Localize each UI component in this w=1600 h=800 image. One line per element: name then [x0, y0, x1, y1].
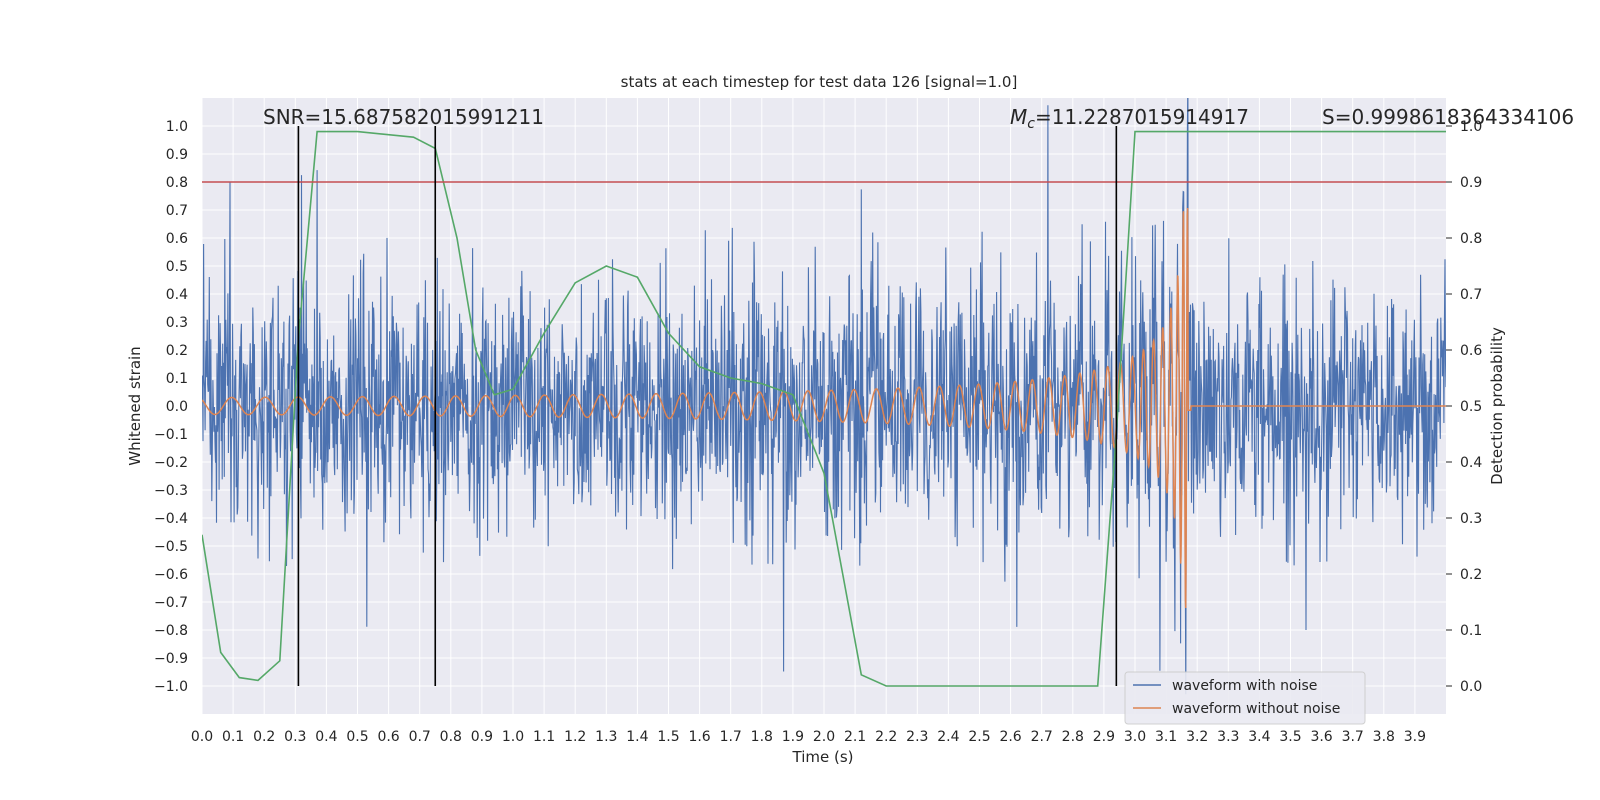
right-y-axis-ticks: 1.0 0.9 0.8 0.7 0.6 0.5 0.4 0.3 0.2 0.1 0.0	[1446, 119, 1482, 695]
x-tick-label: 0.2	[253, 729, 275, 745]
left-y-tick-label: −1.0	[154, 679, 188, 695]
x-tick-label: 3.6	[1310, 729, 1332, 745]
left-y-tick-label: 0.9	[166, 147, 188, 163]
right-y-tick-label: 0.6	[1460, 343, 1482, 359]
left-y-tick-label: −0.9	[154, 651, 188, 667]
x-tick-label: 0.9	[471, 729, 493, 745]
series-detection-probability	[202, 130, 1446, 687]
right-y-tick-label: 0.0	[1460, 679, 1482, 695]
x-tick-label: 3.1	[1155, 729, 1177, 745]
left-y-tick-label: 0.7	[166, 203, 188, 219]
x-tick-label: 1.5	[657, 729, 679, 745]
right-y-tick-label: 0.5	[1460, 399, 1482, 415]
x-tick-label: 1.4	[626, 729, 648, 745]
x-tick-label: 3.7	[1342, 729, 1364, 745]
x-tick-label: 3.8	[1373, 729, 1395, 745]
x-tick-label: 1.2	[564, 729, 586, 745]
left-y-tick-label: −0.4	[154, 511, 188, 527]
legend-label-noisy: waveform with noise	[1172, 678, 1317, 694]
left-y-tick-label: −0.7	[154, 595, 188, 611]
x-tick-label: 3.4	[1248, 729, 1270, 745]
right-y-tick-label: 0.8	[1460, 231, 1482, 247]
left-y-axis-label: Whitened strain	[126, 346, 144, 465]
x-tick-label: 0.7	[409, 729, 431, 745]
chirp-mass-subscript: c	[1027, 116, 1035, 132]
left-y-tick-label: 0.5	[166, 259, 188, 275]
x-tick-label: 3.5	[1279, 729, 1301, 745]
x-tick-label: 1.3	[595, 729, 617, 745]
left-y-tick-label: 0.6	[166, 231, 188, 247]
x-tick-label: 0.4	[315, 729, 337, 745]
left-y-axis-ticks: 1.0 0.9 0.8 0.7 0.6 0.5 0.4 0.3 0.2 0.1 0.0 −0.1 −0.…	[154, 119, 188, 695]
chart-title: stats at each timestep for test data 126…	[621, 73, 1018, 91]
x-tick-label: 1.1	[533, 729, 555, 745]
left-y-tick-label: 0.8	[166, 175, 188, 191]
x-axis-ticks: 0.0 0.1 0.2 0.3 0.4 0.5 0.6 0.7 0.8 0.9 1.0 1.1 1.2 1…	[191, 729, 1426, 745]
right-y-tick-label: 0.7	[1460, 287, 1482, 303]
left-y-tick-label: 0.0	[166, 399, 188, 415]
left-y-tick-label: 0.2	[166, 343, 188, 359]
x-tick-label: 3.3	[1217, 729, 1239, 745]
x-tick-label: 2.0	[813, 729, 835, 745]
x-tick-label: 3.2	[1186, 729, 1208, 745]
x-tick-label: 2.1	[844, 729, 866, 745]
right-y-tick-label: 0.1	[1460, 623, 1482, 639]
chirp-mass-annotation: Mc=11.2287015914917	[1010, 105, 1249, 132]
right-y-tick-label: 1.0	[1460, 119, 1482, 135]
x-tick-label: 2.8	[1062, 729, 1084, 745]
x-tick-label: 1.9	[782, 729, 804, 745]
x-tick-label: 2.6	[999, 729, 1021, 745]
left-y-tick-label: −0.5	[154, 539, 188, 555]
chirp-mass-value: =11.2287015914917	[1035, 105, 1249, 129]
left-y-tick-label: −0.6	[154, 567, 188, 583]
chirp-mass-symbol: M	[1010, 105, 1027, 129]
x-tick-label: 1.6	[688, 729, 710, 745]
x-axis-label: Time (s)	[792, 748, 854, 766]
x-tick-label: 1.0	[502, 729, 524, 745]
left-y-tick-label: −0.3	[154, 483, 188, 499]
left-y-tick-label: 0.3	[166, 315, 188, 331]
x-tick-label: 0.6	[377, 729, 399, 745]
x-tick-label: 2.7	[1031, 729, 1053, 745]
legend-label-clean: waveform without noise	[1172, 701, 1340, 717]
left-y-tick-label: −0.1	[154, 427, 188, 443]
vertical-markers	[297, 126, 1118, 686]
x-tick-label: 3.9	[1404, 729, 1426, 745]
x-tick-label: 0.1	[222, 729, 244, 745]
x-tick-label: 0.0	[191, 729, 213, 745]
series-clean-waveform	[202, 207, 1446, 609]
x-tick-label: 0.3	[284, 729, 306, 745]
x-tick-label: 2.2	[875, 729, 897, 745]
x-tick-label: 1.7	[720, 729, 742, 745]
left-y-tick-label: 0.4	[166, 287, 188, 303]
left-y-tick-label: 0.1	[166, 371, 188, 387]
x-tick-label: 0.8	[440, 729, 462, 745]
legend: waveform with noise waveform without noi…	[1124, 671, 1366, 725]
x-tick-label: 2.4	[937, 729, 959, 745]
legend-box	[1124, 671, 1366, 725]
x-tick-label: 2.3	[906, 729, 928, 745]
right-y-axis-label: Detection probability	[1488, 327, 1506, 485]
right-y-tick-label: 0.4	[1460, 455, 1482, 471]
right-y-tick-label: 0.3	[1460, 511, 1482, 527]
left-y-tick-label: −0.8	[154, 623, 188, 639]
left-y-tick-label: −0.2	[154, 455, 188, 471]
left-y-tick-label: 1.0	[166, 119, 188, 135]
right-y-tick-label: 0.2	[1460, 567, 1482, 583]
snr-annotation: SNR=15.687582015991211	[263, 105, 544, 129]
score-annotation: S=0.9998618364334106	[1322, 105, 1574, 129]
series-noisy-waveform	[202, 98, 1446, 695]
x-tick-label: 2.9	[1093, 729, 1115, 745]
right-y-tick-label: 0.9	[1460, 175, 1482, 191]
x-tick-label: 3.0	[1124, 729, 1146, 745]
x-tick-label: 2.5	[968, 729, 990, 745]
x-tick-label: 1.8	[751, 729, 773, 745]
x-tick-label: 0.5	[346, 729, 368, 745]
